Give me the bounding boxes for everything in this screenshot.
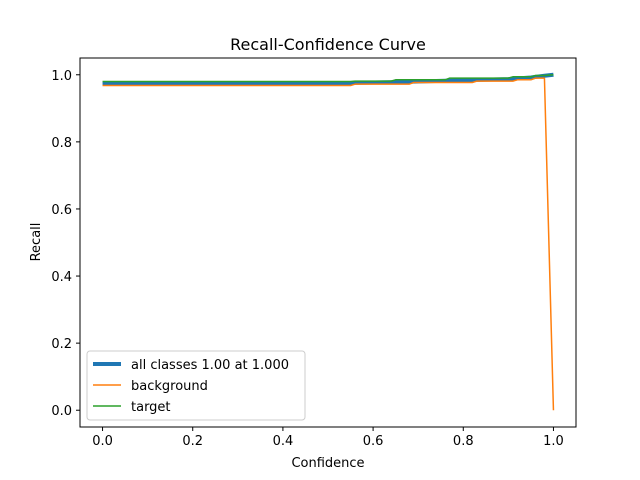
series-line-0	[102, 72, 554, 86]
legend-box	[86, 350, 306, 421]
x-tick-label: 1.0	[543, 434, 564, 449]
y-tick-label: 0.4	[51, 270, 72, 285]
x-tick-label: 0.6	[363, 434, 384, 449]
chart-title: Recall-Confidence Curve	[230, 35, 426, 54]
y-tick-label: 0.6	[51, 203, 72, 218]
x-tick-label: 0.8	[453, 434, 474, 449]
plot-frame	[79, 57, 577, 428]
legend-label-1: background	[131, 379, 208, 394]
x-tick-label: 0.4	[273, 434, 294, 449]
x-axis-label: Confidence	[291, 456, 364, 471]
legend: all classes 1.00 at 1.000 background targe…	[86, 350, 306, 421]
legend-label-0: all classes 1.00 at 1.000	[131, 358, 289, 373]
x-tick-label: 0.0	[92, 434, 113, 449]
plot-lines	[102, 72, 555, 411]
y-tick-label: 0.0	[51, 404, 72, 419]
legend-label-2: target	[131, 400, 171, 415]
axis-ticks: 0.0 0.2 0.4 0.6 0.8 1.0 0.0 0.2 0.4 0.6 0.8 1.0	[51, 69, 563, 449]
series-line-2	[102, 74, 554, 83]
y-tick-label: 0.2	[51, 337, 72, 352]
y-tick-label: 1.0	[51, 69, 72, 84]
y-tick-label: 0.8	[51, 136, 72, 151]
x-tick-label: 0.2	[182, 434, 203, 449]
series-line-1	[102, 77, 555, 411]
y-axis-label: Recall	[29, 223, 44, 262]
